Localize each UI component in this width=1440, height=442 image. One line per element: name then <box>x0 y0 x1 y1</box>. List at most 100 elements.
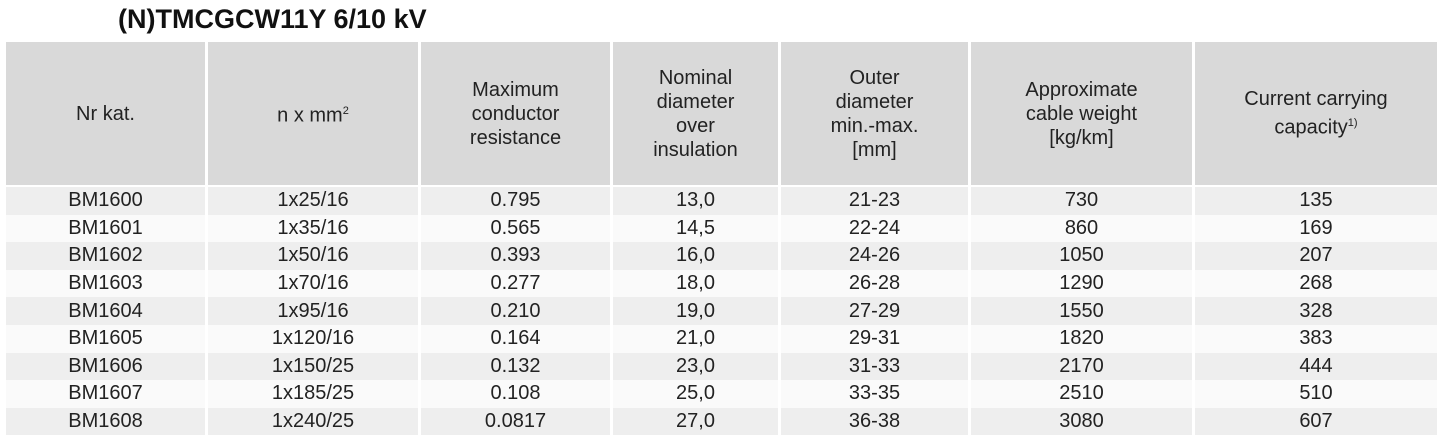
header-line: diameter <box>835 90 914 113</box>
table-row: BM1605 1x120/16 0.164 21,0 29-31 1820 383 <box>3 324 1440 353</box>
table-cell: 16,0 <box>610 242 781 270</box>
table-row: BM1607 1x185/25 0.108 25,0 33-35 2510 510 <box>3 380 1440 408</box>
header-line: conductor <box>471 102 560 125</box>
table-cell: 1x70/16 <box>205 269 421 298</box>
header-line: diameter <box>656 90 735 113</box>
superscript: 1) <box>1347 117 1358 130</box>
table-cell: BM1601 <box>3 214 208 243</box>
title: (N)TMCGCW11Y 6/10 kV <box>118 4 427 34</box>
table-cell: 33-35 <box>778 380 971 408</box>
table-cell: 19,0 <box>610 297 781 325</box>
table-cell: 1x185/25 <box>205 380 421 408</box>
table-cell: BM1607 <box>3 380 208 408</box>
table-cell: BM1605 <box>3 324 208 353</box>
header-cell: Nominal diameter over insulation <box>610 42 781 187</box>
table-cell: 36-38 <box>778 407 971 436</box>
table-cell: 0.108 <box>418 380 613 408</box>
table-cell: 3080 <box>968 407 1195 436</box>
table-cell: 607 <box>1192 407 1440 436</box>
table-row: BM1604 1x95/16 0.210 19,0 27-29 1550 328 <box>3 297 1440 325</box>
table-cell: 0.565 <box>418 214 613 243</box>
table-cell: 1x35/16 <box>205 214 421 243</box>
header-cell: Current carrying capacity1) <box>1192 42 1440 187</box>
table-cell: 1x150/25 <box>205 352 421 381</box>
table-cell: 25,0 <box>610 380 781 408</box>
table-row: BM1602 1x50/16 0.393 16,0 24-26 1050 207 <box>3 242 1440 270</box>
table-cell: 0.795 <box>418 186 613 215</box>
header-cell: n x mm2 <box>205 42 421 187</box>
table-row: BM1601 1x35/16 0.565 14,5 22-24 860 169 <box>3 214 1440 243</box>
table-body: BM1600 1x25/16 0.795 13,0 21-23 730 135 BM1601 1… <box>3 186 1440 436</box>
table-cell: 18,0 <box>610 269 781 298</box>
header-cell: Maximum conductor resistance <box>418 42 613 187</box>
table-cell: 1x25/16 <box>205 186 421 215</box>
table-cell: 0.210 <box>418 297 613 325</box>
table-row: BM1606 1x150/25 0.132 23,0 31-33 2170 444 <box>3 352 1440 381</box>
table-cell: 1550 <box>968 297 1195 325</box>
table-cell: 1820 <box>968 324 1195 353</box>
table-cell: 730 <box>968 186 1195 215</box>
header-line: Outer <box>849 66 900 89</box>
table-cell: 383 <box>1192 324 1440 353</box>
header-line: Nr kat. <box>76 102 135 125</box>
cable-table: Nr kat. n x mm2 Maximum conductor resistance… <box>3 42 1440 436</box>
table-cell: 22-24 <box>778 214 971 243</box>
table-cell: 207 <box>1192 242 1440 270</box>
header-line: over <box>676 114 715 137</box>
table-cell: 0.164 <box>418 324 613 353</box>
table-cell: 328 <box>1192 297 1440 325</box>
table-cell: BM1604 <box>3 297 208 325</box>
header-line: insulation <box>653 138 738 161</box>
table-cell: 0.0817 <box>418 407 613 436</box>
table-cell: 2510 <box>968 380 1195 408</box>
table-cell: 1x240/25 <box>205 407 421 436</box>
header-cell: Outer diameter min.-max. [mm] <box>778 42 971 187</box>
header-line: min.-max. <box>830 114 919 137</box>
table-cell: 268 <box>1192 269 1440 298</box>
table-cell: 510 <box>1192 380 1440 408</box>
header-line: n x mm2 <box>277 104 349 127</box>
header-cell: Nr kat. <box>3 42 208 187</box>
table-row: BM1608 1x240/25 0.0817 27,0 36-38 3080 607 <box>3 407 1440 436</box>
table-cell: BM1602 <box>3 242 208 270</box>
table-cell: BM1608 <box>3 407 208 436</box>
header-line: cable weight <box>1025 102 1138 125</box>
table-cell: 0.132 <box>418 352 613 381</box>
table-cell: BM1600 <box>3 186 208 215</box>
header-line: Approximate <box>1025 78 1138 101</box>
table-cell: 0.277 <box>418 269 613 298</box>
table-cell: 1050 <box>968 242 1195 270</box>
header-cell: Approximate cable weight [kg/km] <box>968 42 1195 187</box>
header-line: capacity1) <box>1274 116 1358 139</box>
header-line: Nominal <box>658 66 733 89</box>
header-line: Maximum <box>472 78 559 101</box>
table-cell: BM1603 <box>3 269 208 298</box>
table-cell: 14,5 <box>610 214 781 243</box>
table-cell: 2170 <box>968 352 1195 381</box>
table-cell: 21,0 <box>610 324 781 353</box>
table-header: Nr kat. n x mm2 Maximum conductor resistance… <box>3 42 1440 187</box>
table-cell: 27-29 <box>778 297 971 325</box>
table-cell: 29-31 <box>778 324 971 353</box>
table-cell: 27,0 <box>610 407 781 436</box>
table-cell: 135 <box>1192 186 1440 215</box>
header-line: resistance <box>469 126 562 149</box>
table-cell: 1290 <box>968 269 1195 298</box>
table-row: BM1600 1x25/16 0.795 13,0 21-23 730 135 <box>3 186 1440 215</box>
table-row: BM1603 1x70/16 0.277 18,0 26-28 1290 268 <box>3 269 1440 298</box>
table-cell: 169 <box>1192 214 1440 243</box>
header-line: [kg/km] <box>1049 126 1114 149</box>
table-cell: 444 <box>1192 352 1440 381</box>
table-cell: 1x95/16 <box>205 297 421 325</box>
header-row: Nr kat. n x mm2 Maximum conductor resistance… <box>3 42 1440 187</box>
table-cell: 13,0 <box>610 186 781 215</box>
header-line: Current carrying <box>1244 88 1388 111</box>
header-line: [mm] <box>852 138 897 161</box>
table-cell: 24-26 <box>778 242 971 270</box>
table-cell: 26-28 <box>778 269 971 298</box>
table-cell: 1x120/16 <box>205 324 421 353</box>
table-cell: 860 <box>968 214 1195 243</box>
table-cell: 0.393 <box>418 242 613 270</box>
table-cell: BM1606 <box>3 352 208 381</box>
